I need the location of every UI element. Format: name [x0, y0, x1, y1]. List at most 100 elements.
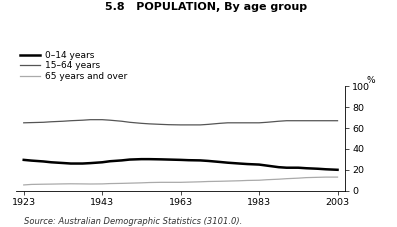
15–64 years [127, 121, 132, 124]
15–64 years [21, 121, 26, 124]
0–14 years [178, 158, 183, 161]
0–14 years [257, 163, 262, 166]
65 years and over [119, 182, 124, 185]
0–14 years [29, 159, 34, 162]
15–64 years [296, 119, 301, 122]
0–14 years [21, 158, 26, 161]
15–64 years [225, 121, 230, 124]
0–14 years [276, 166, 281, 168]
Legend: 0–14 years, 15–64 years, 65 years and over: 0–14 years, 15–64 years, 65 years and ov… [20, 51, 127, 81]
0–14 years [159, 158, 164, 161]
15–64 years [304, 119, 308, 122]
0–14 years [264, 164, 269, 167]
65 years and over [276, 178, 281, 180]
0–14 years [147, 158, 152, 160]
0–14 years [139, 158, 144, 160]
65 years and over [264, 178, 269, 181]
15–64 years [257, 121, 262, 124]
65 years and over [186, 181, 191, 183]
15–64 years [166, 123, 171, 126]
65 years and over [21, 184, 26, 186]
0–14 years [100, 161, 104, 164]
0–14 years [237, 162, 242, 165]
15–64 years [316, 119, 320, 122]
65 years and over [206, 180, 210, 183]
65 years and over [198, 180, 202, 183]
Line: 15–64 years: 15–64 years [24, 120, 337, 125]
65 years and over [178, 181, 183, 184]
65 years and over [316, 176, 320, 179]
0–14 years [198, 159, 202, 162]
0–14 years [108, 160, 112, 163]
Line: 0–14 years: 0–14 years [24, 159, 337, 170]
15–64 years [80, 119, 85, 121]
Text: %: % [367, 76, 376, 85]
0–14 years [206, 160, 210, 162]
Text: 5.8   POPULATION, By age group: 5.8 POPULATION, By age group [105, 2, 308, 12]
15–64 years [139, 122, 144, 125]
65 years and over [304, 176, 308, 179]
0–14 years [61, 162, 66, 164]
15–64 years [237, 121, 242, 124]
65 years and over [80, 183, 85, 185]
65 years and over [61, 183, 66, 185]
65 years and over [237, 179, 242, 182]
15–64 years [41, 121, 46, 124]
15–64 years [88, 118, 93, 121]
0–14 years [324, 168, 328, 171]
0–14 years [316, 167, 320, 170]
0–14 years [80, 162, 85, 165]
65 years and over [245, 179, 250, 182]
0–14 years [284, 166, 289, 169]
15–64 years [218, 122, 222, 125]
15–64 years [49, 120, 54, 123]
Line: 65 years and over: 65 years and over [24, 177, 337, 185]
15–64 years [68, 119, 73, 122]
15–64 years [264, 121, 269, 124]
0–14 years [186, 159, 191, 162]
0–14 years [218, 160, 222, 163]
65 years and over [257, 179, 262, 182]
15–64 years [61, 120, 66, 123]
15–64 years [147, 123, 152, 125]
15–64 years [186, 123, 191, 126]
15–64 years [159, 123, 164, 126]
0–14 years [166, 158, 171, 161]
65 years and over [218, 180, 222, 183]
65 years and over [139, 182, 144, 184]
0–14 years [127, 158, 132, 161]
65 years and over [166, 181, 171, 184]
65 years and over [88, 183, 93, 185]
15–64 years [206, 123, 210, 126]
15–64 years [100, 118, 104, 121]
0–14 years [304, 167, 308, 170]
65 years and over [49, 183, 54, 185]
65 years and over [335, 176, 340, 178]
65 years and over [284, 177, 289, 180]
65 years and over [296, 177, 301, 180]
65 years and over [225, 180, 230, 183]
15–64 years [324, 119, 328, 122]
0–14 years [119, 159, 124, 162]
65 years and over [147, 181, 152, 184]
0–14 years [245, 163, 250, 165]
0–14 years [296, 166, 301, 169]
15–64 years [245, 121, 250, 124]
65 years and over [159, 181, 164, 184]
15–64 years [276, 120, 281, 123]
0–14 years [49, 161, 54, 164]
15–64 years [119, 120, 124, 123]
15–64 years [108, 119, 112, 121]
0–14 years [225, 161, 230, 164]
15–64 years [178, 123, 183, 126]
65 years and over [324, 176, 328, 178]
15–64 years [284, 119, 289, 122]
65 years and over [108, 182, 112, 185]
0–14 years [88, 162, 93, 165]
65 years and over [29, 183, 34, 186]
0–14 years [41, 160, 46, 163]
65 years and over [100, 183, 104, 185]
0–14 years [68, 162, 73, 165]
65 years and over [127, 182, 132, 185]
15–64 years [335, 119, 340, 122]
